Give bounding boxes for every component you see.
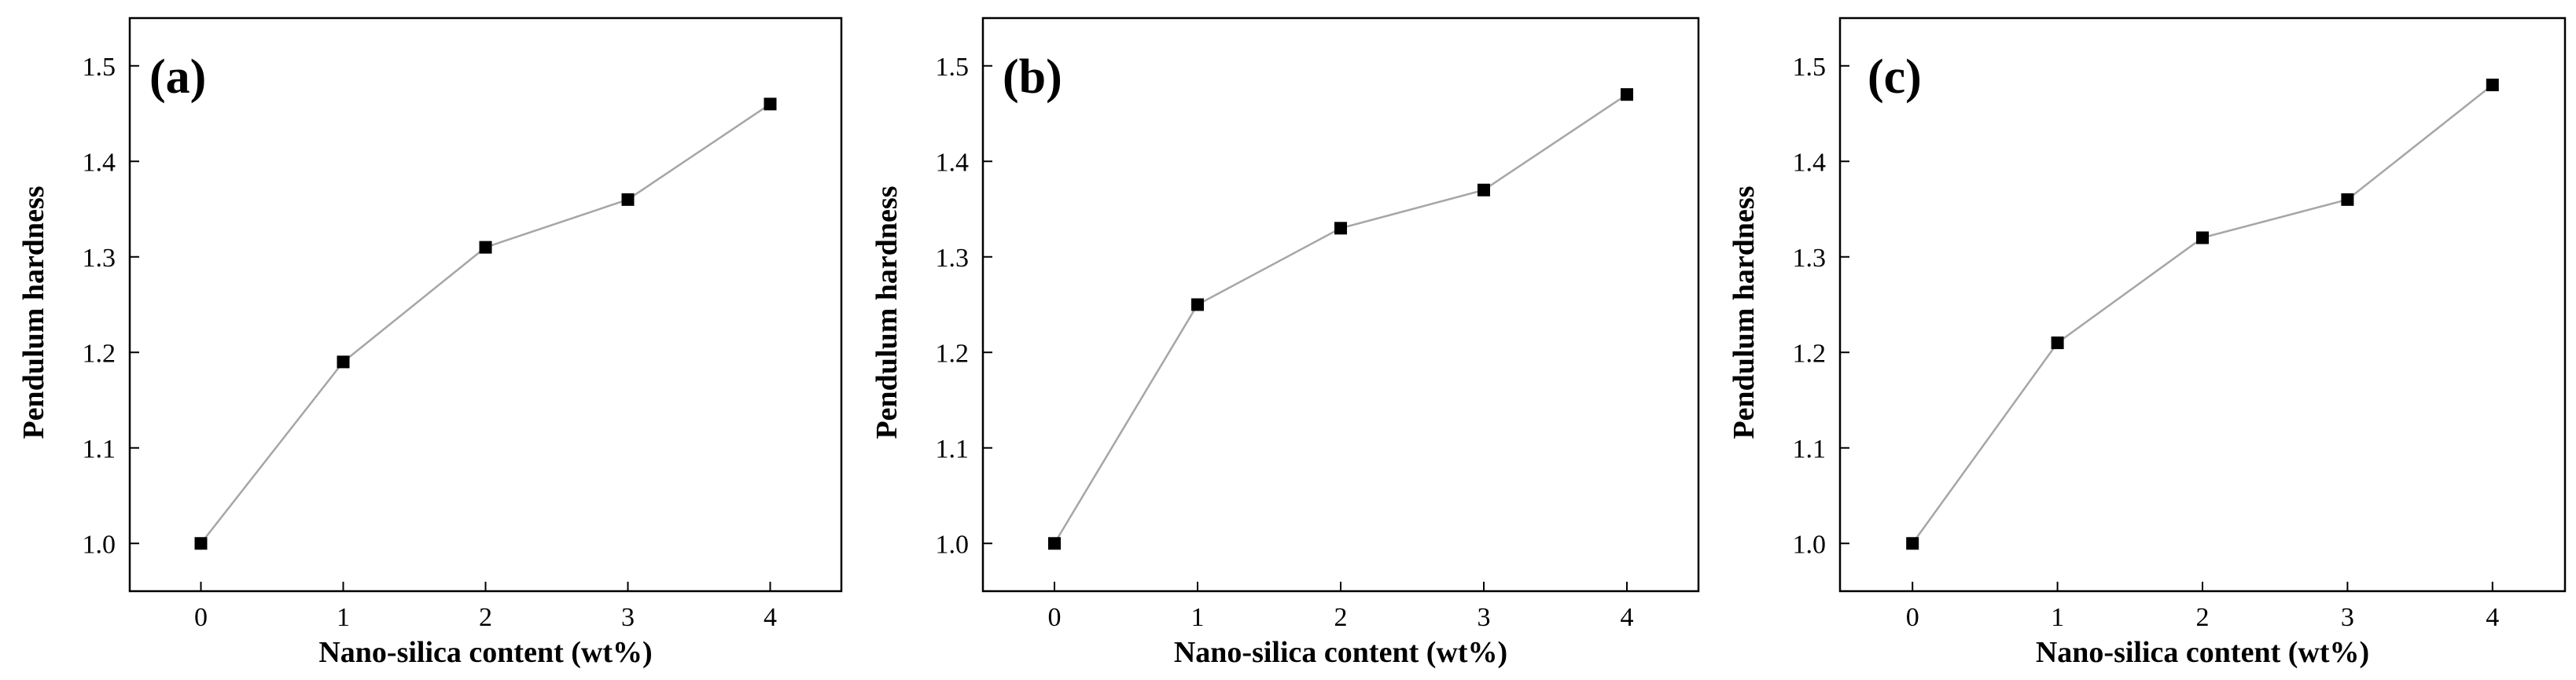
x-tick-label: 0	[1048, 603, 1062, 632]
panel-label: (c)	[1868, 50, 1922, 104]
y-axis-title: Pendulum hardness	[870, 186, 903, 439]
chart-panel-c: 0 1 2 3 4 1.0 1.1 1.2 1.3 1.4 1.5 Nano-silica conte…	[1728, 17, 2567, 669]
data-point	[1621, 88, 1633, 101]
x-axis-title: Nano-silica content (wt%)	[318, 636, 652, 669]
x-tick-label: 4	[1621, 603, 1634, 632]
plot-frame	[981, 17, 1700, 593]
data-point	[479, 241, 492, 254]
x-tick-label: 1	[337, 603, 350, 632]
y-tick-label: 1.5	[1793, 53, 1827, 82]
plot-frame	[1838, 17, 2567, 593]
y-tick-label: 1.0	[83, 530, 116, 559]
x-tick-label: 1	[2051, 603, 2064, 632]
y-tick-label: 1.5	[83, 53, 116, 82]
y-tick-label: 1.2	[83, 339, 116, 368]
panel-label: (a)	[149, 50, 206, 104]
data-point	[2486, 79, 2499, 92]
chart-panel-a: 0 1 2 3 4 1.0 1.1 1.2 1.3 1.4 1.5 Nano-silica conte…	[17, 17, 843, 669]
x-tick-label: 0	[1906, 603, 1919, 632]
series-line	[200, 103, 771, 545]
x-tick-label: 1	[1191, 603, 1205, 632]
data-point	[1478, 183, 1490, 197]
data-point	[2196, 231, 2209, 244]
x-tick-label: 2	[2196, 603, 2210, 632]
y-tick-label: 1.1	[83, 435, 116, 464]
data-point	[194, 537, 208, 550]
y-tick-label: 1.2	[936, 339, 970, 368]
y-tick-label: 1.3	[936, 244, 970, 273]
panel-label: (b)	[1003, 50, 1062, 104]
y-tick-label: 1.5	[936, 53, 970, 82]
y-tick-label: 1.3	[83, 244, 116, 273]
x-tick-label: 2	[1334, 603, 1348, 632]
data-point	[2341, 193, 2354, 206]
x-tick-label: 3	[2341, 603, 2354, 632]
y-tick-label: 1.1	[936, 435, 970, 464]
data-point	[1048, 537, 1061, 550]
y-tick-label: 1.0	[936, 530, 970, 559]
x-tick-label: 4	[764, 603, 777, 632]
y-axis-title: Pendulum hardness	[17, 186, 50, 439]
data-point	[2051, 336, 2064, 350]
series-line	[1053, 94, 1628, 544]
data-point	[1906, 537, 1919, 550]
data-point	[1191, 298, 1204, 311]
plot-frame	[128, 17, 843, 593]
data-point	[764, 97, 777, 111]
y-tick-label: 1.3	[1793, 244, 1827, 273]
x-tick-label: 4	[2486, 603, 2499, 632]
x-tick-label: 3	[1478, 603, 1491, 632]
chart-panel-b: 0 1 2 3 4 1.0 1.1 1.2 1.3 1.4 1.5 Nano-silica conte…	[870, 17, 1700, 669]
data-point	[621, 193, 635, 206]
y-tick-label: 1.4	[1793, 148, 1827, 177]
y-tick-label: 1.4	[83, 148, 116, 177]
series-line	[1912, 84, 2493, 544]
y-axis-title: Pendulum hardness	[1728, 186, 1761, 439]
x-axis-title: Nano-silica content (wt%)	[2036, 636, 2369, 669]
x-tick-label: 3	[621, 603, 635, 632]
data-point	[337, 355, 350, 369]
x-tick-label: 0	[194, 603, 208, 632]
y-tick-label: 1.1	[1793, 435, 1827, 464]
x-axis-title: Nano-silica content (wt%)	[1174, 636, 1507, 669]
x-tick-label: 2	[479, 603, 492, 632]
y-tick-label: 1.4	[936, 148, 970, 177]
data-point	[1334, 222, 1347, 235]
y-tick-label: 1.2	[1793, 339, 1827, 368]
y-tick-label: 1.0	[1793, 530, 1827, 559]
